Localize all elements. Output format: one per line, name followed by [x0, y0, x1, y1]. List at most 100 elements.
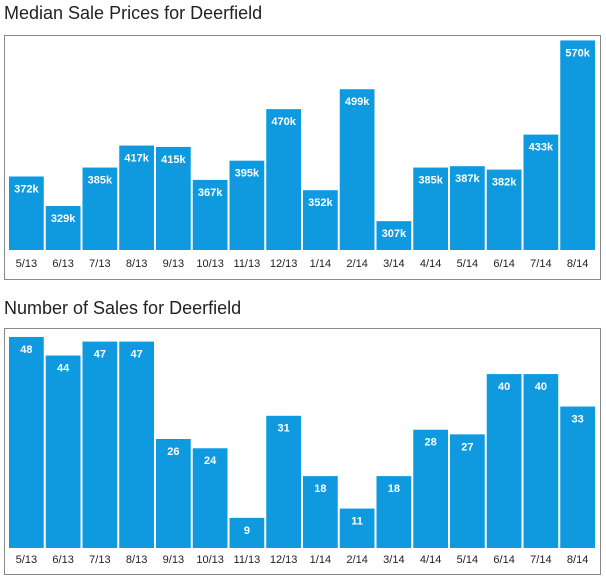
x-tick-label: 9/13 [163, 554, 184, 566]
x-tick-label: 5/13 [16, 258, 37, 270]
x-tick-label: 10/13 [196, 258, 224, 270]
bar [376, 476, 412, 548]
value-label: 28 [425, 437, 437, 449]
bar [560, 40, 595, 250]
x-tick-label: 8/13 [126, 258, 147, 270]
value-label: 570k [565, 47, 590, 59]
value-label: 18 [388, 483, 400, 495]
value-label: 24 [204, 455, 217, 467]
bar [229, 160, 265, 250]
bar [192, 179, 228, 250]
x-tick-label: 2/14 [346, 258, 367, 270]
bar [266, 415, 301, 548]
x-tick-label: 7/13 [89, 554, 110, 566]
bar [376, 221, 412, 250]
value-label: 44 [57, 362, 70, 374]
x-tick-label: 4/14 [420, 258, 441, 270]
bar [560, 406, 595, 548]
bar [45, 355, 81, 548]
x-tick-label: 3/14 [383, 554, 404, 566]
value-label: 18 [314, 483, 326, 495]
bar [339, 89, 375, 250]
value-label: 372k [14, 183, 39, 195]
x-tick-label: 7/14 [530, 258, 551, 270]
value-label: 387k [455, 173, 480, 185]
x-tick-label: 5/14 [457, 554, 478, 566]
value-label: 470k [271, 116, 296, 128]
x-tick-label: 1/14 [310, 258, 331, 270]
bar [303, 190, 338, 250]
value-label: 31 [278, 423, 290, 435]
bar [156, 439, 191, 548]
value-label: 26 [167, 446, 179, 458]
x-tick-label: 9/13 [163, 258, 184, 270]
x-tick-label: 5/13 [16, 554, 37, 566]
value-label: 385k [418, 174, 443, 186]
x-tick-label: 6/14 [493, 258, 514, 270]
value-label: 33 [572, 413, 584, 425]
bar [413, 167, 448, 250]
value-label: 367k [198, 187, 223, 199]
x-tick-label: 5/14 [457, 258, 478, 270]
x-tick-label: 6/13 [52, 258, 73, 270]
bar [486, 374, 522, 548]
bar [45, 206, 81, 250]
bar [486, 169, 522, 250]
value-label: 307k [382, 228, 407, 240]
x-tick-label: 4/14 [420, 554, 441, 566]
bar [156, 146, 191, 250]
value-label: 395k [235, 168, 260, 180]
x-tick-label: 11/13 [234, 554, 261, 566]
x-tick-label: 2/14 [346, 554, 367, 566]
value-label: 27 [461, 441, 473, 453]
value-label: 329k [51, 213, 76, 225]
value-label: 417k [124, 152, 149, 164]
value-label: 11 [351, 515, 363, 527]
value-label: 433k [529, 141, 554, 153]
x-tick-label: 12/13 [270, 554, 298, 566]
value-label: 352k [308, 197, 333, 209]
plot-frame [4, 35, 601, 280]
bar [119, 145, 154, 250]
value-label: 9 [244, 525, 250, 537]
bar [82, 167, 118, 250]
bar [339, 508, 375, 548]
chart-title: Number of Sales for Deerfield [4, 298, 241, 318]
bar [303, 476, 338, 548]
value-label: 47 [131, 349, 143, 361]
bar [523, 134, 559, 250]
value-label: 47 [94, 349, 106, 361]
value-label: 48 [20, 344, 32, 356]
value-label: 385k [88, 174, 113, 186]
bar [266, 109, 301, 250]
chart-title: Median Sale Prices for Deerfield [4, 3, 262, 23]
bar [82, 341, 118, 548]
bar [9, 176, 44, 250]
value-label: 382k [492, 177, 517, 189]
value-label: 40 [535, 381, 547, 393]
bar [119, 341, 154, 548]
bar [229, 517, 265, 548]
x-tick-label: 8/14 [567, 258, 588, 270]
x-tick-label: 10/13 [196, 554, 224, 566]
x-tick-label: 8/13 [126, 554, 147, 566]
bar [9, 336, 44, 548]
value-label: 499k [345, 96, 370, 108]
x-tick-label: 8/14 [567, 554, 588, 566]
bar [523, 374, 559, 548]
x-tick-label: 7/13 [89, 258, 110, 270]
bar [192, 448, 228, 548]
bar [450, 434, 485, 548]
x-tick-label: 12/13 [270, 258, 298, 270]
plot-frame [4, 328, 601, 575]
value-label: 40 [498, 381, 510, 393]
bar [450, 166, 485, 250]
x-tick-label: 7/14 [530, 554, 551, 566]
x-tick-label: 1/14 [310, 554, 331, 566]
value-label: 415k [161, 154, 186, 166]
x-tick-label: 6/13 [52, 554, 73, 566]
x-tick-label: 3/14 [383, 258, 404, 270]
bar [413, 429, 448, 548]
